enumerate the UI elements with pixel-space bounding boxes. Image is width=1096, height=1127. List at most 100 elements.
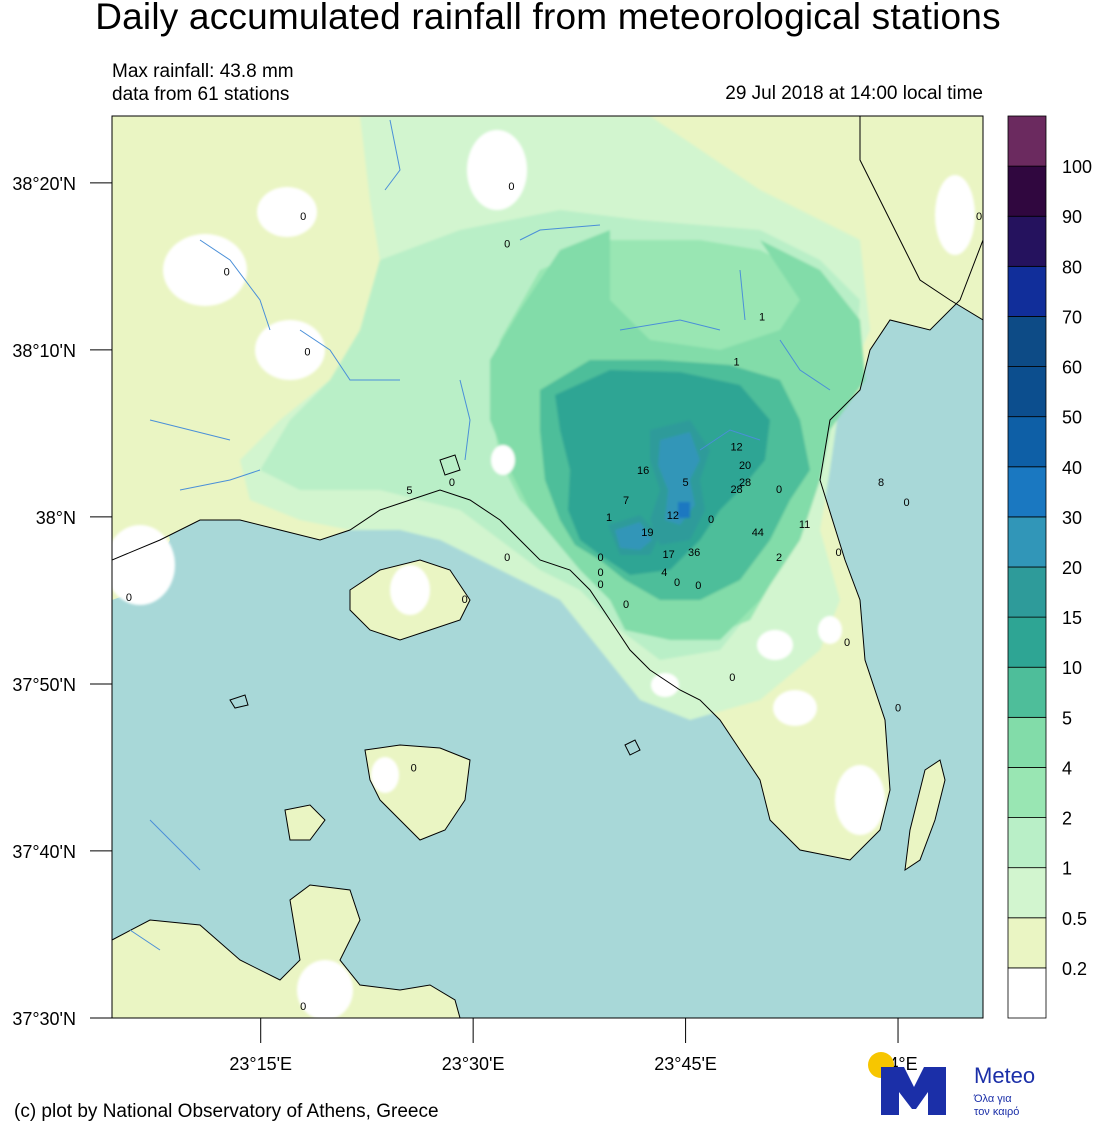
station-value-label: 8 (878, 477, 884, 489)
station-value-label: 17 (662, 549, 674, 561)
y-tick-label: 37°30'N (12, 1009, 76, 1029)
station-value-label: 4 (661, 567, 667, 579)
station-value-label: 20 (739, 460, 751, 472)
colorbar-swatch (1007, 967, 1047, 1019)
colorbar-swatch (1007, 917, 1047, 969)
colorbar-swatch (1007, 265, 1047, 317)
station-value-label: 0 (462, 594, 468, 606)
colorbar-swatch (1007, 566, 1047, 618)
station-value-label: 0 (598, 567, 604, 579)
meteo-logo-graphic: Meteo Όλα για τον καιρό (868, 1052, 1035, 1118)
station-value-label: 5 (406, 485, 412, 497)
colorbar-label: 90 (1062, 207, 1082, 227)
y-tick-label: 37°40'N (12, 842, 76, 862)
station-value-label: 0 (504, 552, 510, 564)
y-tick-label: 38°20'N (12, 174, 76, 194)
station-value-label: 0 (623, 599, 629, 611)
colorbar-label: 40 (1062, 458, 1082, 478)
y-tick-label: 38°10'N (12, 341, 76, 361)
timestamp-label: 29 Jul 2018 at 14:00 local time (725, 83, 983, 104)
axes: 23°15'E 23°30'E 23°45'E 24°E38°20'N38°10'N3… (12, 174, 917, 1074)
station-value-label: 7 (623, 495, 629, 507)
station-value-label: 0 (903, 497, 909, 509)
colorbar-label: 1 (1062, 859, 1072, 879)
m-logo-icon (881, 1067, 946, 1115)
map-plot-area (112, 116, 983, 1018)
station-value-label: 0 (976, 211, 982, 223)
y-tick-label: 37°50'N (12, 675, 76, 695)
y-tick-label: 38°N (36, 508, 76, 528)
colorbar-label: 60 (1062, 358, 1082, 378)
station-value-label: 0 (508, 181, 514, 193)
colorbar-label: 0.2 (1062, 959, 1087, 979)
rainfall-contours (112, 116, 975, 1018)
colorbar-swatch (1007, 817, 1047, 869)
station-value-label: 16 (637, 465, 649, 477)
logo-tagline-1: Όλα για (973, 1093, 1012, 1105)
station-value-label: 0 (598, 552, 604, 564)
colorbar-swatch (1007, 867, 1047, 919)
colorbar-swatch (1007, 416, 1047, 468)
station-value-label: 1 (734, 357, 740, 369)
station-value-label: 28 (730, 484, 742, 496)
colorbar-label: 4 (1062, 758, 1072, 778)
colorbar-swatch (1007, 767, 1047, 818)
rivers (129, 119, 831, 951)
station-value-label: 28 (739, 477, 751, 489)
colorbar-label: 2 (1062, 809, 1072, 829)
station-value-label: 5 (683, 477, 689, 489)
x-tick-label: 23°45'E (654, 1054, 717, 1074)
station-value-label: 0 (695, 580, 701, 592)
station-value-label: 0 (300, 1001, 306, 1013)
station-value-label: 12 (667, 510, 679, 522)
colorbar-label: 50 (1062, 408, 1082, 428)
station-value-label: 36 (688, 547, 700, 559)
colorbar-swatch (1007, 716, 1047, 768)
max-rainfall-label: Max rainfall: 43.8 mm (112, 61, 294, 82)
colorbar-label: 20 (1062, 558, 1082, 578)
station-count-label: data from 61 stations (112, 84, 290, 105)
colorbar-label: 70 (1062, 307, 1082, 327)
chart-title: Daily accumulated rainfall from meteorol… (95, 0, 1001, 37)
colorbar-swatch (1007, 616, 1047, 668)
colorbar-swatch (1007, 316, 1047, 367)
station-value-label: 0 (449, 477, 455, 489)
meteo-logo: Meteo Όλα για τον καιρό (866, 1047, 1056, 1119)
colorbar: 0.2 0.5 1 2 4 5 10 15 20 30 40 50 60 70 80 90 100 (1007, 115, 1092, 1019)
colorbar-swatch (1007, 215, 1047, 267)
station-value-label: 2 (776, 552, 782, 564)
station-value-label: 44 (752, 527, 764, 539)
logo-tagline-2: τον καιρό (974, 1106, 1019, 1118)
station-value-label: 19 (641, 527, 653, 539)
colorbar-swatch (1007, 516, 1047, 568)
station-value-label: 11 (799, 519, 810, 531)
map-frame (111, 115, 984, 1019)
station-value-label: 0 (504, 238, 510, 250)
colorbar-swatch (1007, 666, 1047, 718)
colorbar-label: 100 (1062, 157, 1092, 177)
station-value-label: 0 (776, 484, 782, 496)
colorbar-label: 15 (1062, 608, 1082, 628)
coastlines (112, 116, 983, 1018)
colorbar-swatch (1007, 466, 1047, 518)
station-value-label: 12 (730, 442, 742, 454)
station-value-label: 0 (895, 702, 901, 714)
chart-subtitle-left: Max rainfall: 43.8 mm data from 61 stati… (112, 60, 294, 106)
station-value-label: 1 (606, 512, 612, 524)
colorbar-label: 0.5 (1062, 909, 1087, 929)
band-30mm (615, 432, 700, 550)
x-tick-label: 23°30'E (442, 1054, 505, 1074)
colorbar-label: 5 (1062, 708, 1072, 728)
station-value-label: 0 (674, 577, 680, 589)
colorbar-label: 10 (1062, 658, 1082, 678)
station-value-label: 0 (411, 762, 417, 774)
station-value-label: 0 (224, 266, 230, 278)
logo-name: Meteo (974, 1063, 1035, 1088)
colorbar-swatch (1007, 366, 1047, 418)
colorbar-label: 80 (1062, 257, 1082, 277)
station-value-label: 0 (126, 592, 132, 604)
credit-footer: (c) plot by National Observatory of Athe… (14, 1101, 439, 1122)
station-value-label: 0 (598, 579, 604, 591)
